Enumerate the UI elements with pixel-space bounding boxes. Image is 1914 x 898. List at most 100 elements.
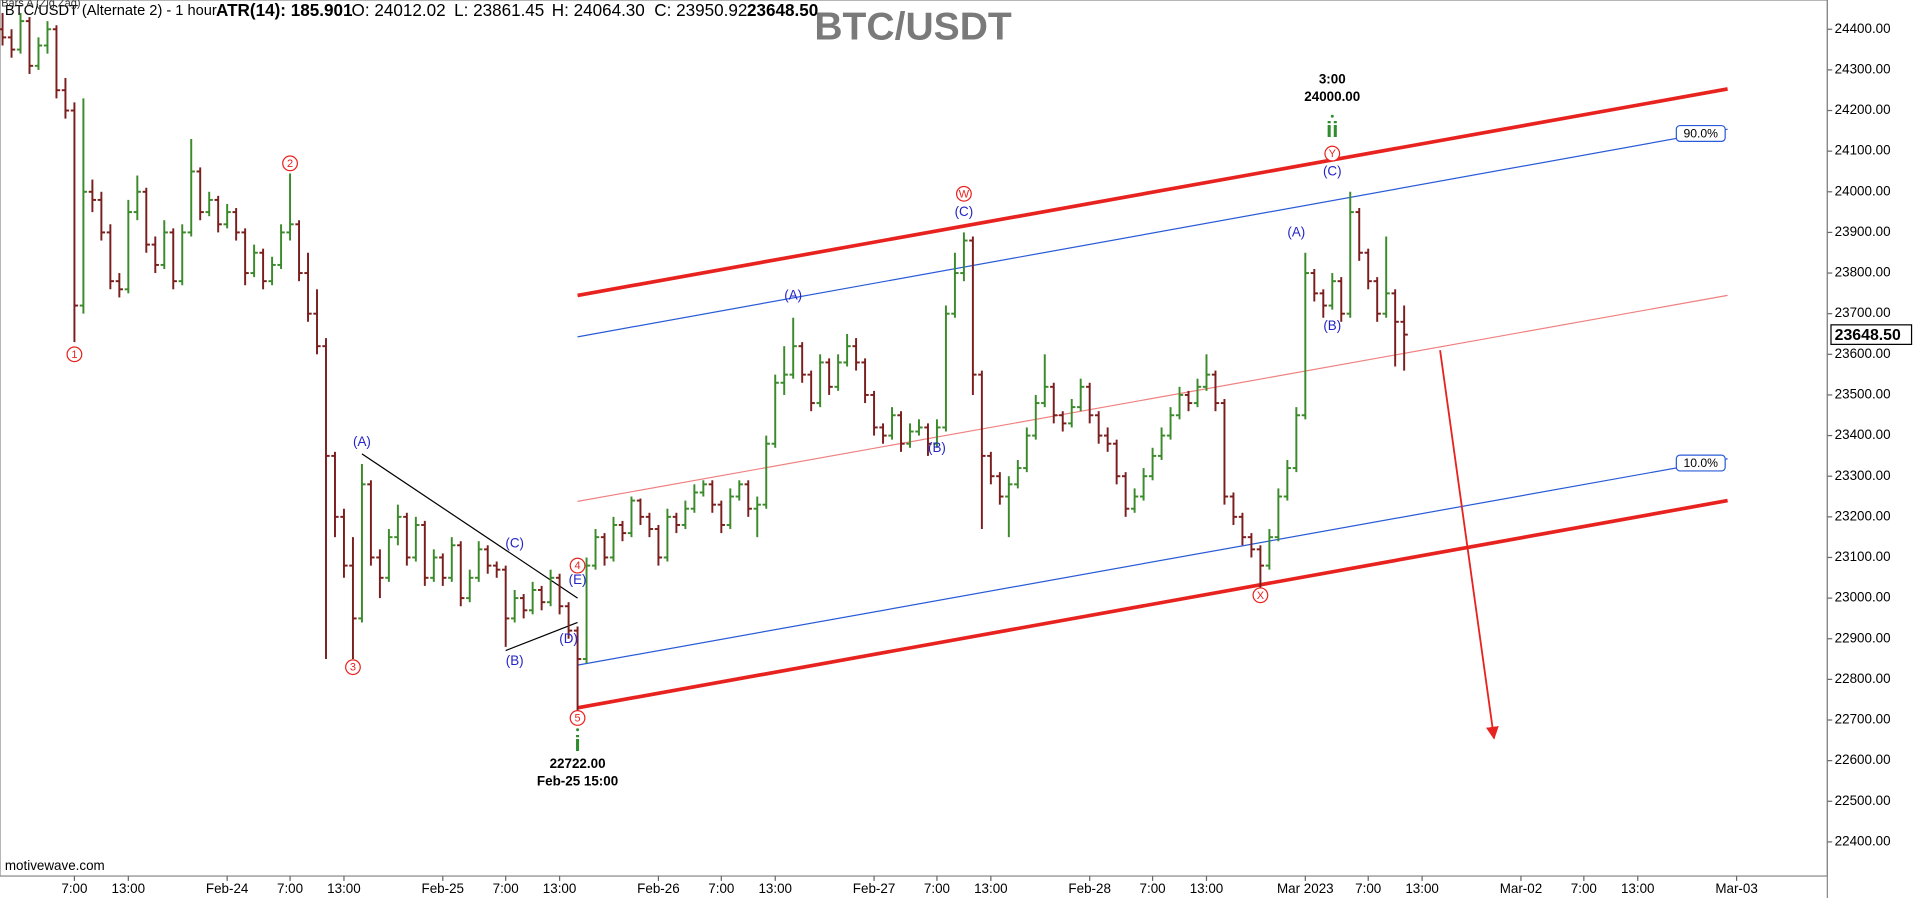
ohlc-bar [1364,248,1372,290]
y-tick-label: 23800.00 [1835,265,1891,280]
ohlc-bar [7,29,16,58]
x-tick-label: Mar-02 [1500,881,1542,896]
chart-title: BTC/USDT [814,6,1012,49]
ohlc-bar [457,541,465,607]
plot-frame [0,0,1828,877]
ohlc-bar [1229,492,1238,525]
ohlc-bar [753,496,761,538]
ohlc-bar [582,557,591,664]
ohlc-bar [349,537,357,660]
wave-label: X [1257,590,1265,602]
ohlc-bar [1328,273,1336,310]
ohlc-bar [340,508,348,578]
ohlc-bar [16,13,25,54]
ohlc-bar [466,569,474,603]
y-tick-label: 23700.00 [1835,305,1891,320]
ohlc-bar [672,512,681,534]
ohlc-bar [448,537,456,582]
ohlc-bar [1301,252,1309,420]
overlay-label: Bars A (Zig Zag) [1,0,80,10]
ohlc-bar [1095,411,1103,444]
ohlc-bar [97,191,106,241]
ohlc-bar [546,569,555,607]
ohlc-bar [519,594,528,619]
ohlc-bar [681,500,690,530]
y-tick-label: 22500.00 [1835,793,1891,808]
ohlc-bar [906,423,914,448]
ohlc-bar [403,512,411,566]
wave-circle [1252,587,1269,604]
ohlc-bar [573,626,582,712]
y-tick-label: 23400.00 [1835,427,1891,442]
wave-dot [1330,114,1334,118]
wave-circle [1324,145,1341,162]
ohlc-bar [52,25,61,99]
ohlc-bar [1193,378,1202,408]
ohlc-bar [412,516,420,562]
ohlc-bar [34,37,43,70]
ohlc-bar [627,496,636,538]
annotation: 3:00 [1319,72,1346,87]
wave-dot [576,728,580,732]
x-tick-label: 7:00 [1571,881,1597,896]
ohlc-bar [1005,476,1013,538]
ohlc-bar [250,244,258,278]
ohlc-bar [870,390,878,436]
ohlc-bar [160,220,168,269]
ohlc-bar [879,423,887,444]
ohlc-bar [762,435,770,509]
ohlc-bar [331,451,339,538]
wave-circle [569,710,586,726]
y-tick-label: 23500.00 [1835,386,1891,401]
ohlc-bar [708,480,716,513]
x-tick-label: 7:00 [708,881,734,896]
y-tick-label: 23000.00 [1835,590,1891,605]
ohlc-bar [313,289,321,355]
ohlc-bar [843,333,851,367]
ohlc-bar [223,203,231,229]
x-tick-label: 13:00 [543,881,577,896]
wave-label: (A) [784,288,802,303]
ohlc-bar [942,305,950,432]
ohlc-bar [394,504,402,546]
ohlc-bar [1086,382,1094,424]
ohlc-bar [475,541,483,582]
x-tick-label: 13:00 [974,881,1008,896]
ohlc-bar [502,565,510,647]
channel-label-box [1675,124,1726,143]
ohlc-bar [1346,191,1354,318]
wave-label: Y [1329,148,1337,160]
y-tick-label: 24400.00 [1835,21,1891,36]
ohlc-bar [996,472,1004,505]
ohlc-bar [834,354,842,391]
y-tick-label: 23200.00 [1835,508,1891,523]
x-tick-label: Feb-27 [853,881,895,896]
ohlc-bar [978,370,986,530]
ohlc-bar [690,484,699,513]
ohlc-bar [618,520,627,542]
x-tick-label: Feb-25 [422,881,464,896]
ohlc-bar [385,529,393,582]
ohlc-bar [151,236,159,274]
ohlc-bar [1139,468,1148,501]
ohlc-bar [816,354,824,408]
ohlc-bar [744,480,752,517]
ohlc-bar [88,179,97,213]
wave-circle [955,185,972,202]
ohlc-bar [1014,459,1022,489]
ohlc-bar [1337,277,1345,322]
ohlc-bar [1166,407,1175,440]
ohlc-bar [735,480,743,501]
channel-line [577,87,1728,298]
x-tick-label: 13:00 [1190,881,1224,896]
ohlc-bar [1319,289,1327,318]
x-tick-label: 7:00 [61,881,87,896]
ohlc-bar [124,199,132,294]
wave-circle [569,557,586,574]
ohlc-bar [1148,447,1157,481]
ohlc-bar [43,21,52,54]
ohlc-bar [852,338,860,371]
ohlc-bar [1032,394,1040,440]
wave-label: (A) [1287,225,1305,240]
